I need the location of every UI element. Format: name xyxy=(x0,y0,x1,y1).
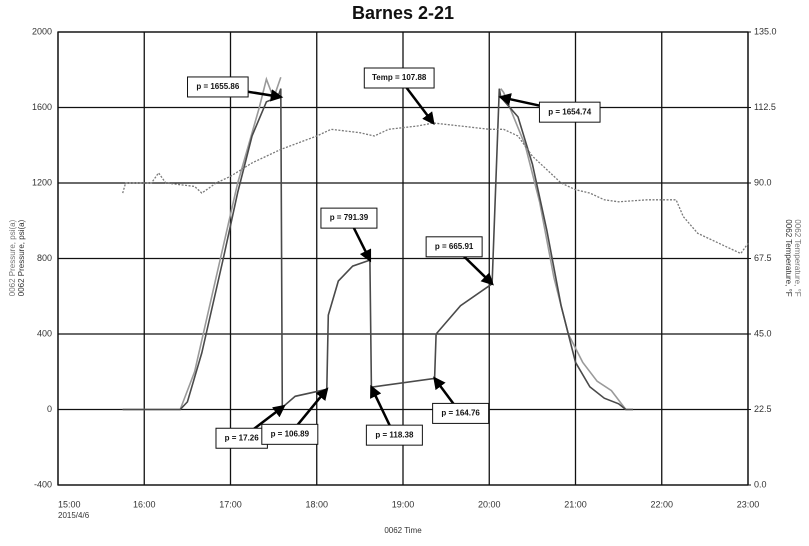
annotation-text: p = 1654.74 xyxy=(548,107,591,116)
y-tick-label: -400 xyxy=(34,479,52,489)
y2-axis-label: 0062 Temperature, °F xyxy=(793,219,802,296)
y2-tick-label: 67.5 xyxy=(754,253,772,263)
chart-title: Barnes 2-21 xyxy=(352,3,454,23)
annotation-box xyxy=(432,402,490,424)
y-axis-label: 0062 Pressure, psi(a) xyxy=(8,219,17,296)
x-axis-label: 0062 Time xyxy=(384,526,422,535)
y2-tick-label: 45.0 xyxy=(754,328,772,338)
series-line xyxy=(122,122,749,255)
y-tick-label: 1600 xyxy=(32,102,52,112)
y-tick-label: 400 xyxy=(37,328,52,338)
x-tick-label: 15:00 xyxy=(58,499,81,509)
y-axis-label: 0062 Pressure, psi(a) xyxy=(17,219,26,296)
y-tick-label: 800 xyxy=(37,253,52,263)
annotation-text: p = 665.91 xyxy=(435,242,474,251)
annotation-text: Temp = 107.88 xyxy=(372,73,427,82)
x-tick-label: 23:00 xyxy=(737,499,760,509)
y2-tick-label: 112.5 xyxy=(754,102,776,112)
annotation-box xyxy=(365,424,423,446)
annotation-text: p = 164.76 xyxy=(441,409,480,418)
y2-tick-label: 0.0 xyxy=(754,479,767,489)
y2-tick-label: 135.0 xyxy=(754,26,777,36)
annotation-box xyxy=(538,101,601,123)
x-tick-label: 16:00 xyxy=(133,499,156,509)
x-tick-label: 19:00 xyxy=(392,499,415,509)
annotation-box xyxy=(187,76,249,98)
x-date-label: 2015/4/6 xyxy=(58,511,90,520)
annotation-box xyxy=(363,67,435,89)
y2-tick-label: 90.0 xyxy=(754,177,772,187)
annotation-box xyxy=(425,236,483,258)
y-tick-label: 1200 xyxy=(32,177,52,187)
annotation-text: p = 1655.86 xyxy=(196,82,239,91)
x-tick-label: 20:00 xyxy=(478,499,501,509)
annotation-text: p = 791.39 xyxy=(330,213,369,222)
x-tick-label: 21:00 xyxy=(564,499,587,509)
annotation-text: p = 118.38 xyxy=(375,430,414,439)
series-line xyxy=(122,88,633,411)
y-tick-label: 2000 xyxy=(32,26,52,36)
y2-tick-label: 22.5 xyxy=(754,404,772,414)
annotation-text: p = 106.89 xyxy=(271,429,310,438)
x-tick-label: 18:00 xyxy=(305,499,328,509)
x-tick-label: 22:00 xyxy=(650,499,673,509)
annotation-text: p = 17.26 xyxy=(225,433,260,442)
annotation-box xyxy=(261,423,319,445)
annotation-box xyxy=(320,207,378,229)
y2-axis-label: 0062 Temperature, °F xyxy=(784,219,793,296)
x-tick-label: 17:00 xyxy=(219,499,242,509)
y-tick-label: 0 xyxy=(47,404,52,414)
